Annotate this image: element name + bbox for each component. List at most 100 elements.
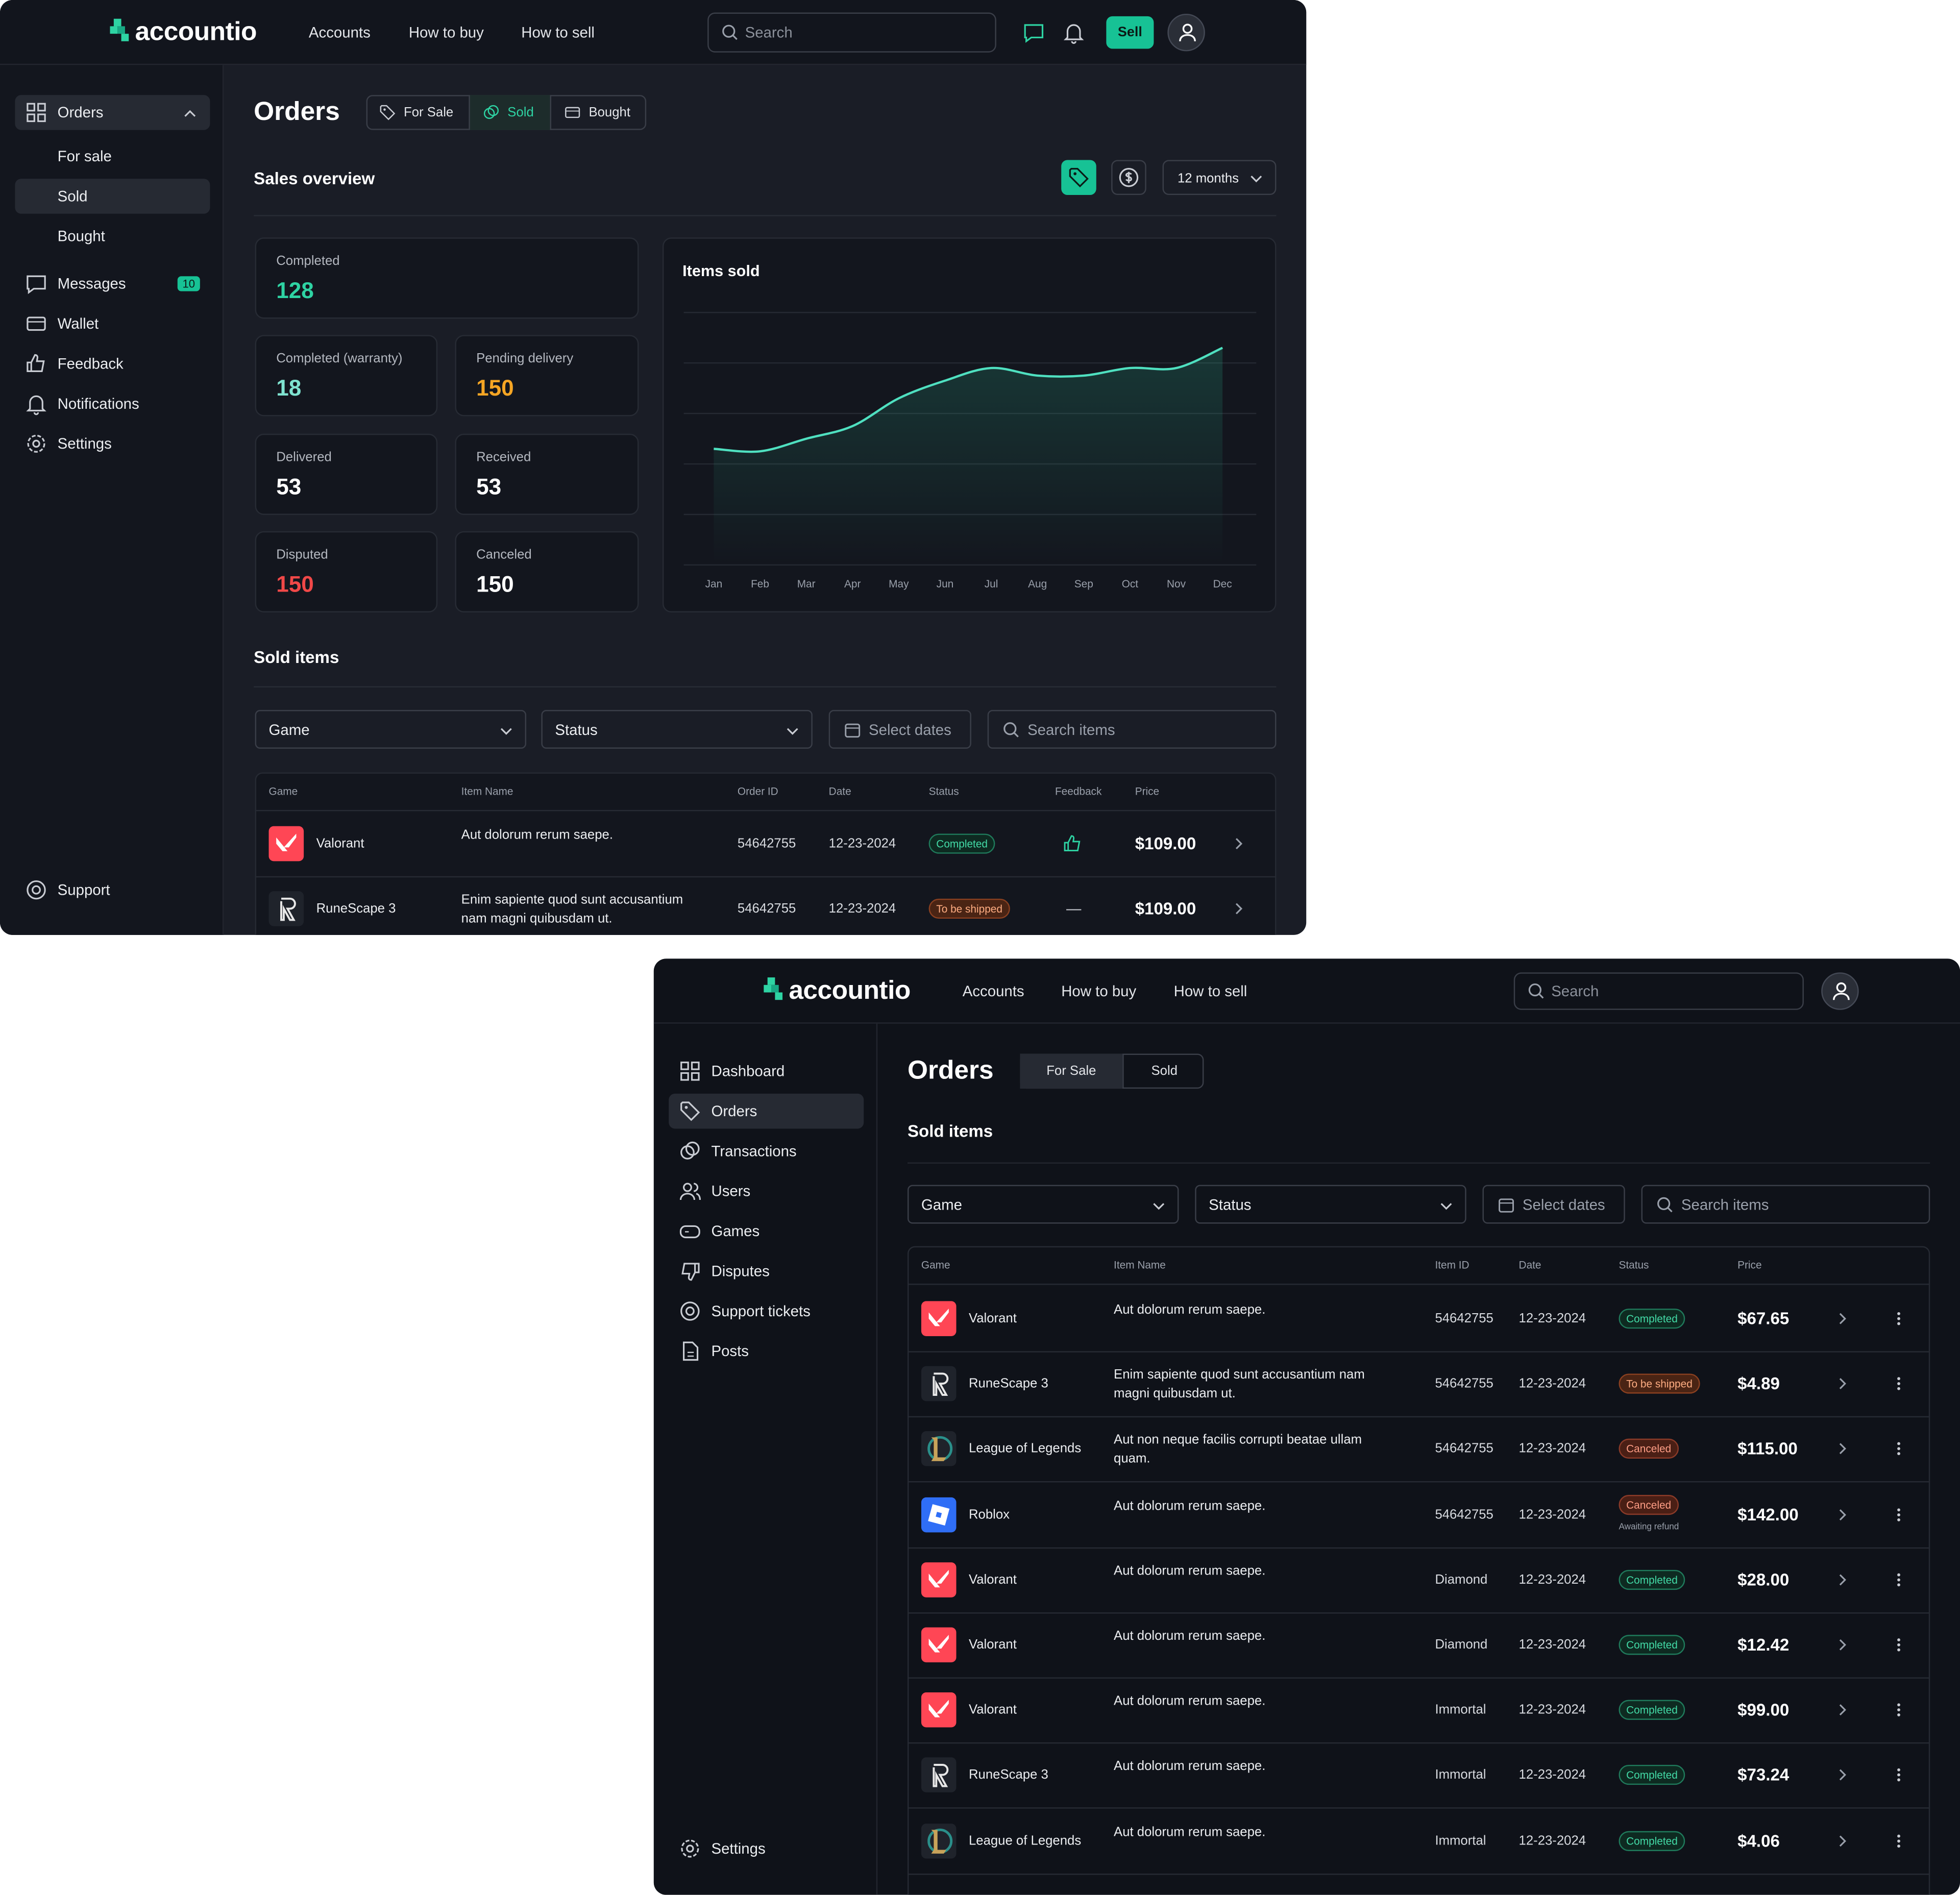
status-pill: Completed [1619, 1765, 1685, 1786]
row-menu [1897, 1312, 1900, 1325]
game-name: League of Legends [968, 1833, 1082, 1849]
item-name: Aut dolorum rerum saepe. [1114, 1693, 1266, 1709]
game-name: RuneScape 3 [968, 1767, 1048, 1783]
sidebar-item[interactable]: Messages [57, 275, 126, 293]
sidebar-item[interactable]: Feedback [57, 355, 124, 373]
chart-title: Items sold [682, 262, 760, 280]
sell-button[interactable]: Sell [1106, 16, 1154, 49]
game-icon [921, 1692, 957, 1728]
sidebar-item[interactable]: Users [711, 1182, 751, 1200]
item-name: Enim sapiente quod sunt accusantium nam … [461, 893, 683, 927]
x-tick-label: Dec [1213, 578, 1232, 590]
chat-icon [1024, 24, 1044, 43]
tab[interactable]: For Sale [1020, 1053, 1123, 1089]
tab-label: Sold [1151, 1064, 1178, 1079]
date: 12-23-2024 [1518, 1572, 1586, 1587]
top-bar [0, 0, 1307, 65]
nav-icon [680, 1062, 700, 1081]
filter[interactable]: Select dates [828, 710, 971, 749]
sidebar-item[interactable]: Sold [57, 187, 88, 205]
column-header: Game [268, 784, 298, 798]
nav-icon [27, 275, 46, 294]
collapse-icon [184, 110, 196, 117]
calendar-icon [845, 723, 861, 738]
filter[interactable]: Status [1195, 1185, 1466, 1224]
x-tick-label: Nov [1167, 578, 1186, 590]
x-tick-label: Oct [1122, 578, 1139, 590]
row-menu [1897, 1573, 1900, 1586]
search-box[interactable] [707, 12, 996, 53]
sidebar-item[interactable]: Notifications [57, 395, 139, 413]
tab[interactable]: Bought [550, 95, 647, 130]
sidebar-footer[interactable]: Support [57, 881, 110, 899]
row-chevron [1839, 1704, 1846, 1716]
row-menu [1897, 1834, 1900, 1848]
filter[interactable]: Status [541, 710, 813, 749]
section-title: Sold items [907, 1121, 993, 1141]
tab-icon [380, 105, 396, 120]
avatar-icon [1832, 982, 1850, 1000]
price: $73.24 [1737, 1766, 1790, 1785]
sidebar-item[interactable]: Orders [711, 1102, 757, 1120]
sidebar-item[interactable]: Wallet [57, 315, 99, 333]
sidebar-item[interactable]: Bought [57, 227, 105, 245]
filter-label: Game [921, 1196, 962, 1214]
nav-link[interactable]: How to buy [408, 23, 484, 41]
sidebar-item[interactable]: Disputes [711, 1262, 770, 1280]
sidebar-item[interactable]: Dashboard [711, 1062, 785, 1080]
item-id: 54642755 [1435, 1507, 1493, 1522]
dropdown-icon [1153, 1203, 1165, 1210]
sidebar-item[interactable]: Support tickets [711, 1302, 811, 1320]
filter[interactable]: Game [255, 710, 527, 749]
column-header: Order ID [737, 784, 778, 798]
sidebar-item[interactable]: Orders [57, 104, 104, 121]
period-select[interactable]: 12 months [1162, 160, 1277, 195]
nav-link[interactable]: Accounts [962, 982, 1024, 1000]
game-icon [921, 1366, 957, 1401]
dropdown-icon [1440, 1203, 1452, 1210]
row-chevron [1839, 1769, 1846, 1781]
filter[interactable]: Search items [1641, 1185, 1930, 1224]
filter-label: Search items [1681, 1196, 1769, 1214]
column-header: Date [828, 784, 851, 798]
tab[interactable]: Sold [469, 95, 550, 130]
nav-active-bg [15, 95, 210, 130]
search-placeholder: Search [1551, 982, 1599, 1000]
stat-label: Pending delivery [476, 351, 574, 366]
nav-link[interactable]: Accounts [308, 23, 371, 41]
tag-toggle[interactable] [1061, 160, 1096, 195]
thumbs-up-icon [1064, 835, 1081, 851]
sidebar-item[interactable]: Posts [711, 1342, 749, 1360]
row-chevron [1839, 1574, 1846, 1585]
sidebar-item[interactable]: For sale [57, 147, 112, 165]
row-divider [907, 1416, 1930, 1418]
nav-icon [680, 1301, 700, 1321]
price: $142.00 [1737, 1505, 1799, 1524]
search-icon [1657, 1197, 1673, 1213]
price: $67.65 [1737, 1309, 1790, 1328]
sidebar-item[interactable]: Games [711, 1222, 760, 1240]
status-pill: Completed [1619, 1569, 1685, 1590]
stat-value: 150 [476, 572, 514, 597]
column-header: Price [1737, 1259, 1762, 1271]
nav-icon [26, 395, 46, 415]
nav-active-bg [15, 179, 210, 214]
section-title: Sales overview [254, 169, 375, 188]
search-box[interactable] [1513, 972, 1804, 1010]
sidebar-item[interactable]: Settings [57, 435, 112, 453]
stat-value: 18 [276, 375, 302, 401]
row-chevron [1839, 1443, 1846, 1455]
filter-label: Status [1209, 1196, 1252, 1214]
filter[interactable]: Search items [987, 710, 1277, 749]
tab[interactable]: Sold [1122, 1053, 1204, 1089]
filter[interactable]: Game [907, 1185, 1179, 1224]
sidebar-footer[interactable]: Settings [711, 1839, 766, 1858]
nav-link[interactable]: How to sell [521, 23, 595, 41]
currency-toggle[interactable] [1111, 160, 1146, 195]
nav-link[interactable]: How to buy [1061, 982, 1137, 1000]
sidebar-item[interactable]: Transactions [711, 1142, 797, 1160]
filter[interactable]: Select dates [1482, 1185, 1625, 1224]
nav-link[interactable]: How to sell [1173, 982, 1247, 1000]
tab[interactable]: For Sale [366, 95, 469, 130]
item-name: Aut dolorum rerum saepe. [1114, 1629, 1266, 1644]
